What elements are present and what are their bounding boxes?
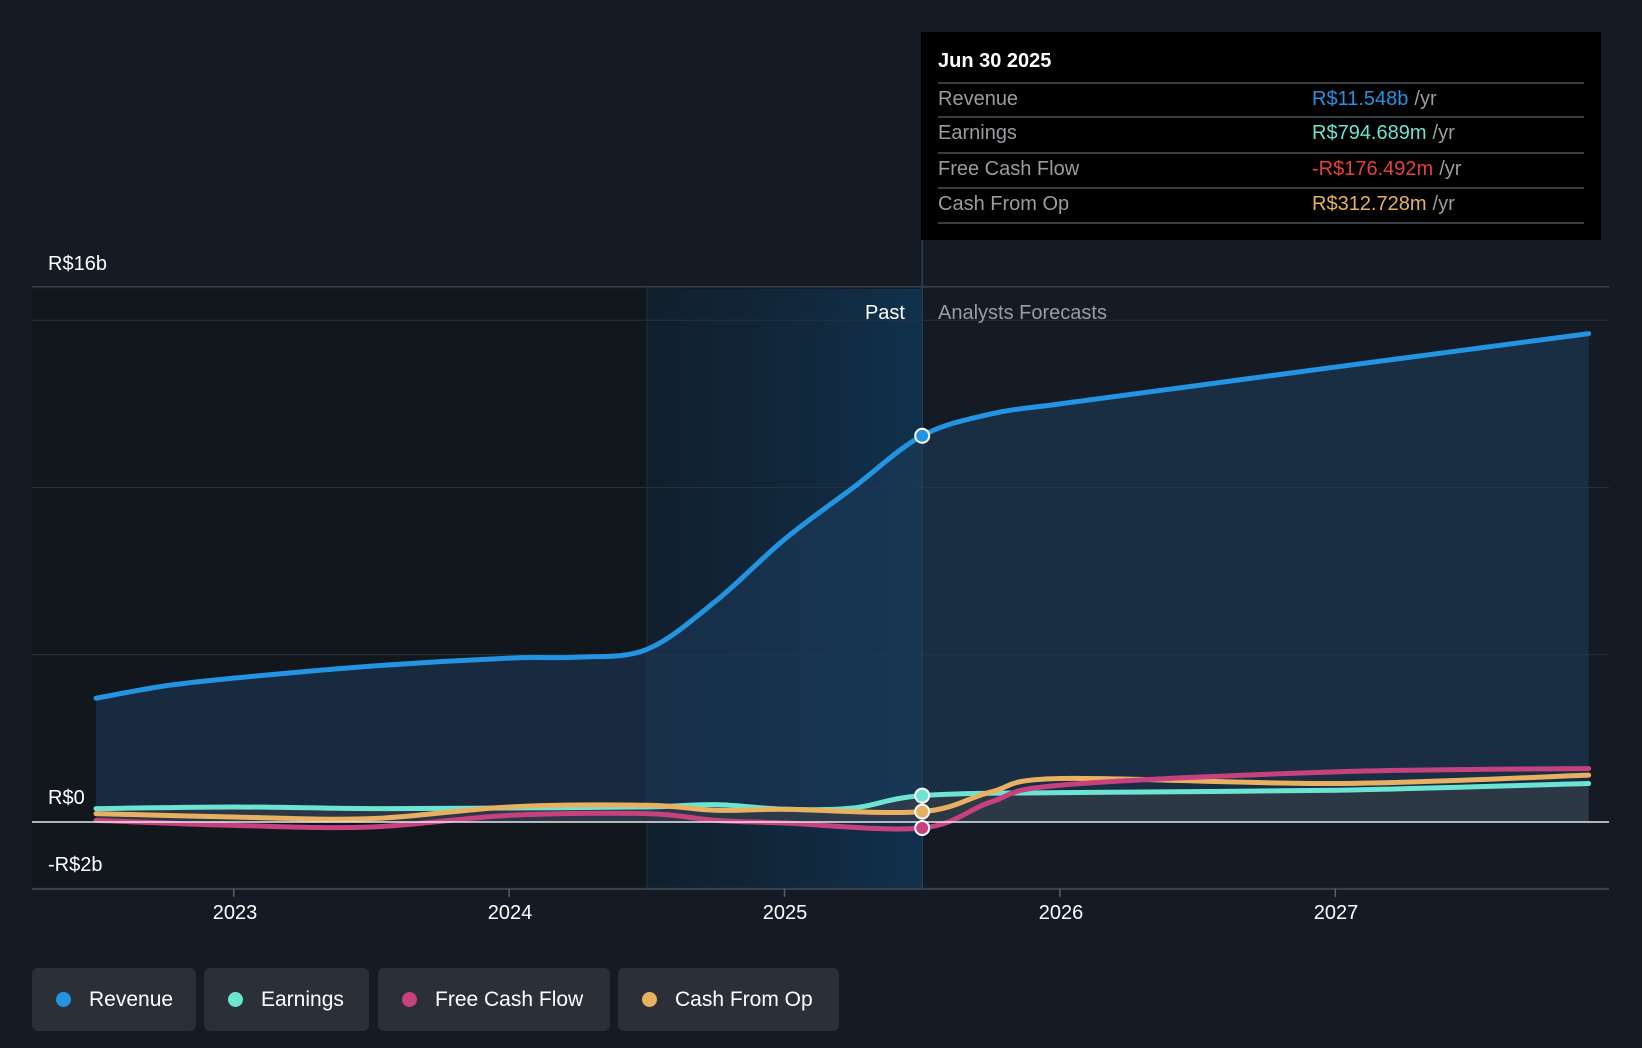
tooltip-value: R$794.689m/yr (1312, 122, 1455, 144)
fcf-dot-icon (402, 992, 417, 1007)
legend-free-cash-flow[interactable]: Free Cash Flow (378, 968, 610, 1031)
y-label-zero: R$0 (48, 787, 85, 809)
tooltip-row-earnings: Earnings R$794.689m/yr (938, 116, 1584, 152)
tooltip-row-cfo: Cash From Op R$312.728m/yr (938, 187, 1584, 223)
cfo-dot-icon (642, 992, 657, 1007)
x-tick-2025: 2025 (762, 902, 808, 924)
x-tick-2024: 2024 (487, 902, 533, 924)
legend-label: Cash From Op (675, 987, 813, 1011)
tooltip-row-fcf: Free Cash Flow -R$176.492m/yr (938, 152, 1584, 188)
legend-revenue[interactable]: Revenue (32, 968, 196, 1031)
legend-cash-from-op[interactable]: Cash From Op (618, 968, 839, 1031)
tooltip-divider (938, 222, 1584, 224)
legend-earnings[interactable]: Earnings (204, 968, 369, 1031)
tooltip-label: Earnings (938, 122, 1017, 144)
earnings-dot-icon (228, 992, 243, 1007)
earnings-point (914, 787, 931, 804)
x-tick-2026: 2026 (1038, 902, 1084, 924)
cash-from-op-point (914, 803, 931, 820)
past-label: Past (864, 302, 905, 324)
tooltip-row-revenue: Revenue R$11.548b/yr (938, 82, 1584, 118)
cash-from-op-line (93, 772, 1592, 822)
revenue-area (96, 333, 1589, 822)
revenue-point (914, 427, 931, 444)
tooltip-label: Free Cash Flow (938, 158, 1080, 180)
revenue-dot-icon (56, 992, 71, 1007)
legend-label: Revenue (89, 987, 174, 1011)
y-label-top: R$16b (48, 253, 107, 275)
y-label-bottom: -R$2b (48, 854, 103, 876)
tooltip-value: R$11.548b/yr (1312, 88, 1437, 110)
tooltip-label: Revenue (938, 88, 1019, 110)
legend-label: Earnings (261, 987, 344, 1011)
tooltip-label: Cash From Op (938, 193, 1070, 215)
tooltip-value: -R$176.492m/yr (1312, 158, 1462, 180)
tooltip: Jun 30 2025 Revenue R$11.548b/yr Earning… (921, 32, 1601, 240)
revenue-line (93, 331, 1592, 701)
x-tick-2027: 2027 (1313, 902, 1359, 924)
legend-label: Free Cash Flow (435, 987, 584, 1011)
tooltip-value: R$312.728m/yr (1312, 193, 1455, 215)
free-cash-flow-point (914, 820, 931, 837)
forecast-label: Analysts Forecasts (938, 302, 1107, 324)
tooltip-date: Jun 30 2025 (938, 50, 1052, 72)
x-tick-2023: 2023 (212, 902, 258, 924)
